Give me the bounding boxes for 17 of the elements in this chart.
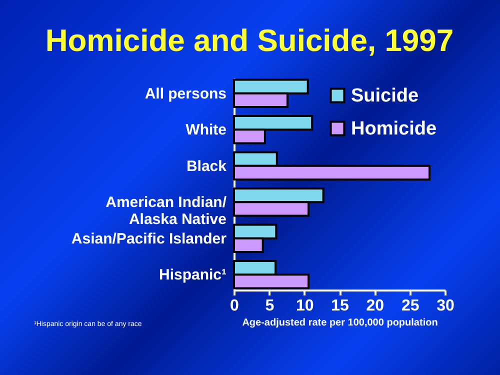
- x-tick-label: 30: [436, 298, 454, 314]
- x-tick-label: 10: [296, 298, 314, 314]
- x-tick-label: 5: [265, 298, 274, 314]
- x-tick-label: 20: [366, 298, 384, 314]
- y-tick-label: Asian/Pacific Islander: [71, 230, 227, 248]
- y-tick-label: All persons: [144, 85, 226, 102]
- chart-title: Homicide and Suicide, 1997: [45, 23, 454, 58]
- y-tick-label: White: [186, 122, 226, 139]
- y-tick-label: Hispanic¹: [158, 266, 227, 284]
- x-tick-label: 25: [401, 298, 420, 314]
- x-tick-label: 0: [230, 298, 240, 314]
- legend-label: Suicide: [351, 86, 419, 106]
- x-axis-title: Age-adjusted rate per 100,000 population: [242, 318, 438, 328]
- x-tick-label: 15: [331, 298, 349, 314]
- y-tick-label: Black: [186, 158, 228, 175]
- legend-label: Homicide: [351, 118, 437, 140]
- y-tick-label: American Indian/ Alaska Native: [106, 194, 228, 228]
